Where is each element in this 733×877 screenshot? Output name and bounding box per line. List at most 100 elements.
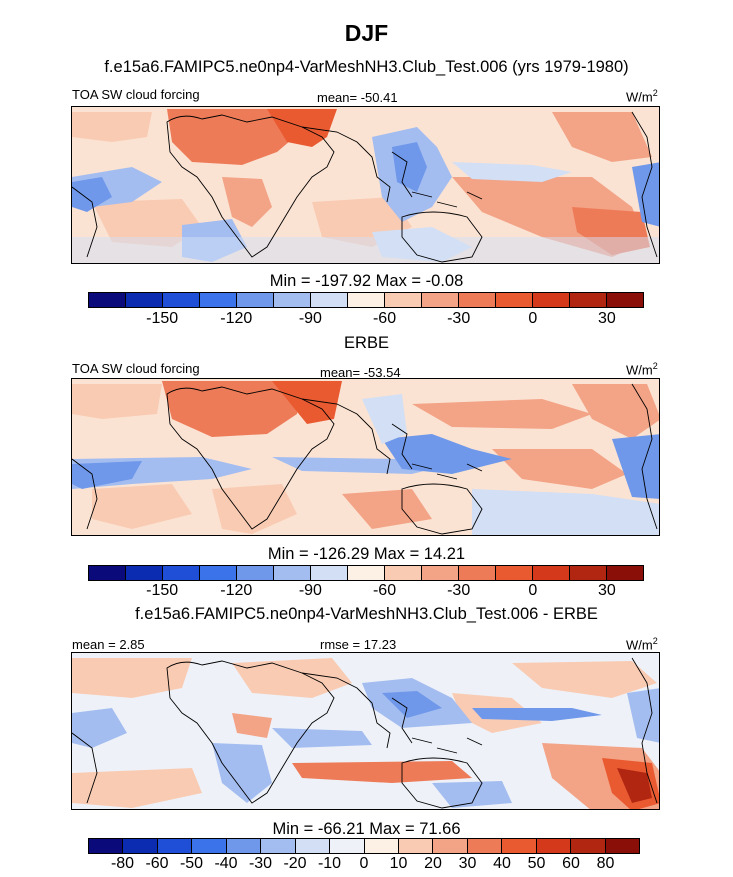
colorbar-box xyxy=(261,839,296,853)
colorbar-tick-label: -60 xyxy=(372,310,397,327)
colorbar-tick-label: -20 xyxy=(283,855,307,872)
panel3-header: f.e15a6.FAMIPC5.ne0np4-VarMeshNH3.Club_T… xyxy=(135,605,598,623)
colorbar-tick-label: 80 xyxy=(596,855,615,872)
panel1-units-label: W/m2 xyxy=(626,88,658,105)
colorbar-tick-label: -60 xyxy=(145,855,169,872)
colorbar-tick-label: -120 xyxy=(220,582,253,599)
colorbar-box xyxy=(157,839,193,853)
panel3-rmse-label: rmse = 17.23 xyxy=(320,637,397,652)
colorbar-box xyxy=(607,566,643,580)
colorbar-tick-label: -30 xyxy=(447,310,471,327)
panel3-mean-label: mean = 2.85 xyxy=(72,637,145,652)
panel1-map-field xyxy=(72,107,659,263)
panel2-colorbar-ticks: -150 -120 -90 -60 -30 0 30 xyxy=(88,582,644,602)
panel1-map xyxy=(71,106,660,264)
colorbar-box xyxy=(226,839,262,853)
colorbar-box xyxy=(200,566,237,580)
colorbar-tick-label: 0 xyxy=(528,310,538,327)
colorbar-box xyxy=(496,566,533,580)
colorbar-tick-label: 20 xyxy=(424,855,442,872)
colorbar-box xyxy=(502,839,537,853)
panel3-colorbar-ticks: -80 -60 -50 -40 -30 -20 -10 0 10 20 30 40 50 60 80 xyxy=(88,855,640,875)
colorbar-box xyxy=(237,293,274,307)
colorbar-box xyxy=(422,566,459,580)
colorbar-box xyxy=(163,566,200,580)
colorbar-box xyxy=(89,566,126,580)
colorbar-tick-label: 40 xyxy=(493,855,511,872)
colorbar-box xyxy=(496,293,533,307)
colorbar-box xyxy=(536,839,572,853)
panel3-map xyxy=(71,652,660,810)
colorbar-tick-label: -80 xyxy=(110,855,135,872)
colorbar-tick-label: 30 xyxy=(598,582,616,599)
panel3-units-label: W/m2 xyxy=(626,636,658,653)
colorbar-box xyxy=(570,293,607,307)
colorbar-tick-label: 0 xyxy=(528,582,538,599)
colorbar-box xyxy=(89,293,126,307)
colorbar-tick-label: -60 xyxy=(372,582,397,599)
colorbar-box xyxy=(385,566,422,580)
colorbar-box xyxy=(311,293,348,307)
colorbar-box xyxy=(533,293,570,307)
colorbar-tick-label: 0 xyxy=(359,855,369,872)
colorbar-box xyxy=(274,293,311,307)
colorbar-box xyxy=(422,293,459,307)
colorbar-box xyxy=(459,566,496,580)
colorbar-box xyxy=(607,293,643,307)
colorbar-box xyxy=(237,566,274,580)
panel1-header: f.e15a6.FAMIPC5.ne0np4-VarMeshNH3.Club_T… xyxy=(104,58,629,76)
colorbar-box xyxy=(467,839,503,853)
colorbar-box xyxy=(126,566,163,580)
colorbar-tick-label: 60 xyxy=(562,855,580,872)
panel2-map-field xyxy=(72,379,659,535)
panel2-map xyxy=(71,378,660,536)
panel3-colorbar xyxy=(88,838,640,854)
colorbar-tick-label: -10 xyxy=(317,855,342,872)
colorbar-box xyxy=(398,839,434,853)
panel1-colorbar-ticks: -150 -120 -90 -60 -30 0 30 xyxy=(88,310,644,330)
colorbar-box xyxy=(433,839,468,853)
panel1-mean-label: mean= -50.41 xyxy=(317,90,398,105)
colorbar-box xyxy=(126,293,163,307)
colorbar-box xyxy=(295,839,331,853)
panel1-colorbar xyxy=(88,292,644,308)
panel2-colorbar xyxy=(88,565,644,581)
colorbar-tick-label: -30 xyxy=(248,855,273,872)
colorbar-tick-label: -150 xyxy=(146,310,179,327)
colorbar-tick-label: -30 xyxy=(447,582,471,599)
colorbar-tick-label: -50 xyxy=(179,855,204,872)
colorbar-box xyxy=(570,566,607,580)
colorbar-box xyxy=(200,293,237,307)
colorbar-box xyxy=(533,566,570,580)
colorbar-tick-label: -40 xyxy=(214,855,238,872)
colorbar-box xyxy=(163,293,200,307)
panel2-header: ERBE xyxy=(344,334,389,352)
colorbar-box xyxy=(89,839,124,853)
panel2-units-label: W/m2 xyxy=(626,361,658,378)
colorbar-box xyxy=(330,839,365,853)
colorbar-box xyxy=(348,566,385,580)
panel2-mean-label: mean= -53.54 xyxy=(320,365,401,380)
panel3-minmax-label: Min = -66.21 Max = 71.66 xyxy=(272,820,461,838)
colorbar-tick-label: 30 xyxy=(458,855,477,872)
colorbar-box xyxy=(348,293,385,307)
colorbar-box xyxy=(605,839,639,853)
colorbar-tick-label: 10 xyxy=(389,855,408,872)
colorbar-box xyxy=(385,293,422,307)
colorbar-box xyxy=(192,839,227,853)
panel1-variable-label: TOA SW cloud forcing xyxy=(72,87,200,102)
colorbar-tick-label: -90 xyxy=(298,582,322,599)
colorbar-tick-label: 30 xyxy=(598,310,616,327)
figure-title: DJF xyxy=(344,20,389,46)
panel3-map-field xyxy=(72,653,659,809)
panel2-minmax-label: Min = -126.29 Max = 14.21 xyxy=(267,545,466,563)
colorbar-tick-label: 50 xyxy=(527,855,546,872)
colorbar-box xyxy=(123,839,158,853)
colorbar-box xyxy=(274,566,311,580)
colorbar-box xyxy=(571,839,606,853)
colorbar-box xyxy=(459,293,496,307)
colorbar-tick-label: -90 xyxy=(298,310,322,327)
colorbar-box xyxy=(311,566,348,580)
colorbar-tick-label: -120 xyxy=(220,310,253,327)
panel1-minmax-label: Min = -197.92 Max = -0.08 xyxy=(269,272,464,290)
